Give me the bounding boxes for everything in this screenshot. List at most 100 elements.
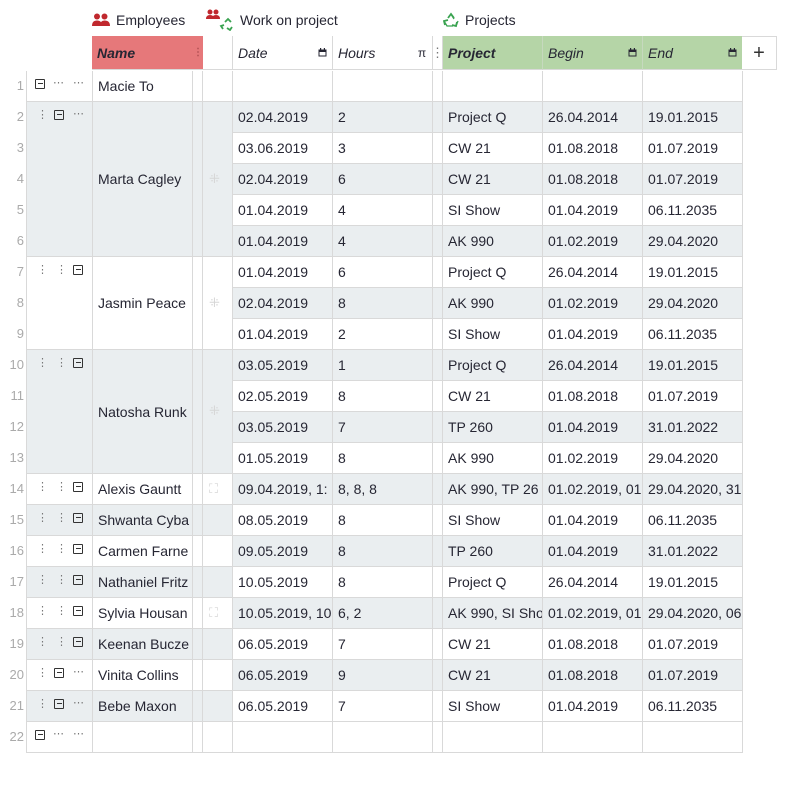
drag-handle-icon[interactable]: ⋮	[37, 109, 48, 121]
end-cell[interactable]: 06.11.2035	[643, 691, 743, 722]
project-cell[interactable]: AK 990	[443, 288, 543, 319]
end-cell[interactable]: 29.04.2020	[643, 226, 743, 257]
end-cell[interactable]: 19.01.2015	[643, 257, 743, 288]
end-cell[interactable]: 19.01.2015	[643, 350, 743, 381]
more-icon[interactable]: ⋯	[73, 666, 84, 678]
end-cell[interactable]: 31.01.2022	[643, 536, 743, 567]
drag-handle-icon[interactable]: ⋮	[56, 264, 67, 276]
column-header-project[interactable]: Project	[443, 36, 543, 70]
add-column-button[interactable]: +	[742, 36, 777, 70]
expand-cell[interactable]	[203, 722, 233, 753]
drag-handle-icon[interactable]: ⋮	[56, 605, 67, 617]
end-cell[interactable]: 29.04.2020, 31	[643, 474, 743, 505]
hours-cell[interactable]: 6	[333, 164, 433, 195]
end-cell[interactable]: 06.11.2035	[643, 195, 743, 226]
hours-cell[interactable]: 8	[333, 381, 433, 412]
hours-cell[interactable]	[333, 722, 433, 753]
expand-icon[interactable]: ⛶	[209, 480, 219, 496]
column-header-begin[interactable]: Begin	[543, 36, 643, 70]
begin-cell[interactable]: 01.08.2018	[543, 133, 643, 164]
row-controls[interactable]	[27, 350, 93, 474]
hours-cell[interactable]: 4	[333, 195, 433, 226]
date-cell[interactable]: 01.05.2019	[233, 443, 333, 474]
date-cell[interactable]: 09.04.2019, 1:	[233, 474, 333, 505]
begin-cell[interactable]: 01.08.2018	[543, 660, 643, 691]
project-cell[interactable]: CW 21	[443, 381, 543, 412]
project-cell[interactable]: CW 21	[443, 164, 543, 195]
employee-name-cell[interactable]: Marta Cagley	[93, 102, 193, 257]
end-cell[interactable]: 06.11.2035	[643, 319, 743, 350]
project-cell[interactable]: CW 21	[443, 133, 543, 164]
hours-cell[interactable]	[333, 71, 433, 102]
hours-cell[interactable]: 3	[333, 133, 433, 164]
date-cell[interactable]: 06.05.2019	[233, 691, 333, 722]
end-cell[interactable]	[643, 71, 743, 102]
collapse-icon[interactable]	[73, 544, 83, 554]
collapse-icon[interactable]	[73, 606, 83, 616]
begin-cell[interactable]: 01.02.2019, 01	[543, 598, 643, 629]
project-cell[interactable]: AK 990	[443, 226, 543, 257]
date-cell[interactable]	[233, 71, 333, 102]
expand-cell[interactable]	[203, 474, 233, 505]
expand-cell[interactable]	[203, 567, 233, 598]
drag-handle-icon[interactable]: ⋮	[56, 574, 67, 586]
end-cell[interactable]: 19.01.2015	[643, 567, 743, 598]
begin-cell[interactable]: 01.04.2019	[543, 319, 643, 350]
expand-cell[interactable]	[203, 598, 233, 629]
drag-handle-icon[interactable]: ⋮	[56, 636, 67, 648]
hours-cell[interactable]: 8	[333, 536, 433, 567]
project-cell[interactable]: CW 21	[443, 660, 543, 691]
begin-cell[interactable]: 01.04.2019	[543, 195, 643, 226]
more-icon[interactable]: ⋯	[73, 108, 84, 120]
employee-name-cell[interactable]: Keenan Bucze	[93, 629, 193, 660]
collapse-icon[interactable]	[73, 482, 83, 492]
end-cell[interactable]	[643, 722, 743, 753]
project-cell[interactable]: TP 260	[443, 412, 543, 443]
more-icon[interactable]: ⋯	[53, 728, 64, 740]
end-cell[interactable]: 01.07.2019	[643, 381, 743, 412]
expand-cell[interactable]	[203, 691, 233, 722]
hours-cell[interactable]: 8	[333, 505, 433, 536]
project-cell[interactable]: Project Q	[443, 567, 543, 598]
hours-cell[interactable]: 6, 2	[333, 598, 433, 629]
end-cell[interactable]: 31.01.2022	[643, 412, 743, 443]
more-icon[interactable]: ⋯	[73, 77, 84, 89]
employee-name-cell[interactable]: Vinita Collins	[93, 660, 193, 691]
column-header-end[interactable]: End	[643, 36, 742, 70]
employee-name-cell[interactable]: Carmen Farne	[93, 536, 193, 567]
project-cell[interactable]: AK 990, TP 26	[443, 474, 543, 505]
project-cell[interactable]: CW 21	[443, 629, 543, 660]
drag-handle-icon[interactable]: ⋮	[37, 605, 48, 617]
end-cell[interactable]: 29.04.2020, 06	[643, 598, 743, 629]
hours-cell[interactable]: 9	[333, 660, 433, 691]
end-cell[interactable]: 01.07.2019	[643, 660, 743, 691]
project-cell[interactable]: AK 990	[443, 443, 543, 474]
project-cell[interactable]: Project Q	[443, 102, 543, 133]
date-cell[interactable]: 01.04.2019	[233, 195, 333, 226]
begin-cell[interactable]: 01.08.2018	[543, 164, 643, 195]
end-cell[interactable]: 19.01.2015	[643, 102, 743, 133]
date-cell[interactable]: 02.04.2019	[233, 102, 333, 133]
project-cell[interactable]	[443, 722, 543, 753]
end-cell[interactable]: 06.11.2035	[643, 505, 743, 536]
date-cell[interactable]: 06.05.2019	[233, 660, 333, 691]
date-cell[interactable]: 03.06.2019	[233, 133, 333, 164]
drag-handle-icon[interactable]: ⋮	[37, 481, 48, 493]
begin-cell[interactable]: 01.04.2019	[543, 412, 643, 443]
begin-cell[interactable]: 01.08.2018	[543, 629, 643, 660]
collapse-icon[interactable]	[73, 265, 83, 275]
column-resize-handle[interactable]: ⋮	[193, 36, 203, 70]
expand-icon[interactable]: ⁜	[209, 294, 220, 310]
employee-name-cell[interactable]: Natosha Runk	[93, 350, 193, 474]
project-cell[interactable]: AK 990, SI Sho	[443, 598, 543, 629]
begin-cell[interactable]: 01.04.2019	[543, 536, 643, 567]
more-icon[interactable]: ⋯	[53, 77, 64, 89]
collapse-icon[interactable]	[73, 575, 83, 585]
end-cell[interactable]: 01.07.2019	[643, 133, 743, 164]
date-cell[interactable]: 08.05.2019	[233, 505, 333, 536]
hours-cell[interactable]: 8	[333, 567, 433, 598]
drag-handle-icon[interactable]: ⋮	[37, 667, 48, 679]
project-cell[interactable]: SI Show	[443, 505, 543, 536]
project-cell[interactable]: TP 260	[443, 536, 543, 567]
expand-cell[interactable]	[203, 660, 233, 691]
